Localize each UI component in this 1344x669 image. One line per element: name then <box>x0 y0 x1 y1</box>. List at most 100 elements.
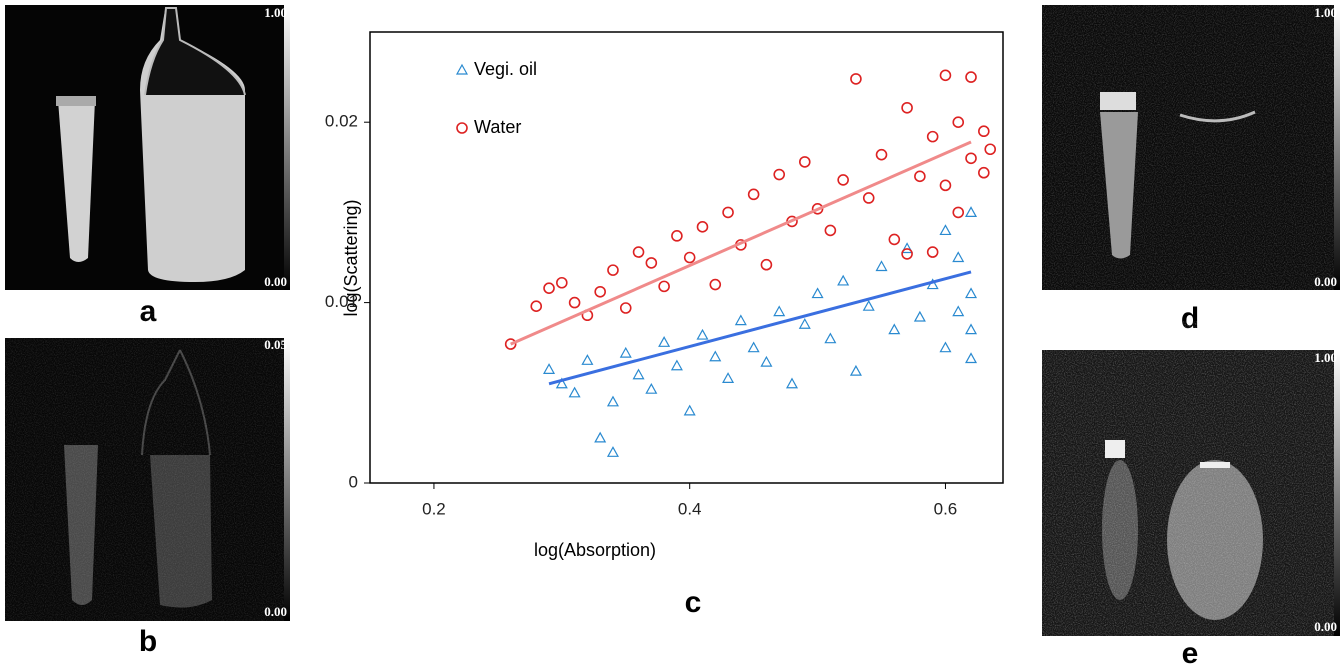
point <box>849 364 862 376</box>
point <box>850 73 862 85</box>
point <box>632 368 645 380</box>
colorbar-max: 1.00 <box>264 5 287 20</box>
panel-d: 1.00 0.00 d <box>1042 5 1340 335</box>
point <box>709 350 722 362</box>
trend-line <box>548 270 972 386</box>
point <box>555 377 568 389</box>
legend-label: Water <box>474 117 521 137</box>
colorbar-min: 0.00 <box>264 274 287 289</box>
point <box>913 310 926 322</box>
point <box>747 341 760 353</box>
point <box>722 372 735 383</box>
point <box>837 174 849 186</box>
point <box>978 166 990 179</box>
point <box>658 336 671 347</box>
point <box>901 101 913 114</box>
point <box>875 260 888 272</box>
point <box>543 363 556 374</box>
point <box>696 328 709 340</box>
point <box>773 305 786 317</box>
point <box>619 346 632 358</box>
point <box>747 188 760 201</box>
panel-label: d <box>1181 302 1199 335</box>
point <box>824 224 837 237</box>
point <box>965 323 978 335</box>
point <box>568 296 581 309</box>
point <box>952 116 965 128</box>
panel-a: 1.00 0.00 a <box>5 5 290 328</box>
y-tick-label: 0.02 <box>325 112 358 131</box>
point <box>939 224 952 236</box>
point <box>722 206 734 219</box>
point <box>965 71 977 83</box>
point <box>683 251 696 264</box>
point <box>811 287 824 299</box>
point <box>984 143 997 156</box>
point <box>645 257 658 269</box>
point <box>875 148 888 161</box>
point <box>914 170 926 183</box>
point <box>901 242 914 254</box>
point <box>965 352 978 364</box>
point <box>798 156 811 168</box>
point <box>862 192 875 204</box>
point <box>965 152 977 165</box>
point <box>952 305 965 317</box>
colorbar-max: 0.05 <box>264 337 287 352</box>
point <box>939 179 952 192</box>
x-axis-label: log(Absorption) <box>534 540 656 560</box>
point <box>568 386 581 398</box>
point <box>926 130 939 143</box>
x-tick-label: 0.6 <box>934 499 958 518</box>
panel-b: 0.05 0.00 b <box>5 337 290 658</box>
point <box>773 168 786 181</box>
point <box>619 302 632 314</box>
trend-line <box>510 140 972 346</box>
point <box>606 446 619 457</box>
point <box>594 285 606 298</box>
point <box>888 233 901 246</box>
point <box>926 246 939 258</box>
point <box>888 323 901 335</box>
scatter-chart: log(Absorption) log(Scattering) c 0.2 0.4… <box>325 31 1004 619</box>
y-axis-label: log(Scattering) <box>341 199 361 316</box>
point <box>952 251 965 263</box>
point <box>952 206 965 219</box>
point <box>658 280 670 293</box>
point <box>543 282 555 294</box>
point <box>504 338 517 350</box>
colorbar-max: 1.00 <box>1314 350 1337 365</box>
point <box>939 341 952 353</box>
x-tick-label: 0.2 <box>422 499 446 518</box>
point <box>785 377 799 389</box>
plot-frame <box>369 31 1004 484</box>
panel-label: c <box>685 586 702 619</box>
panel-label: e <box>1182 637 1199 669</box>
point <box>696 221 709 233</box>
point <box>594 431 607 443</box>
point <box>530 300 543 313</box>
point <box>824 332 837 344</box>
point <box>837 274 850 286</box>
point <box>965 206 978 217</box>
y-tick-label: 0 <box>349 472 358 491</box>
point <box>645 382 658 394</box>
panel-e: 1.00 0.00 e <box>1042 350 1340 669</box>
point <box>556 276 568 289</box>
point <box>709 278 722 291</box>
point <box>671 230 683 242</box>
point <box>798 318 811 329</box>
point <box>581 354 594 365</box>
panel-label: b <box>139 625 157 658</box>
point <box>862 299 875 311</box>
point <box>939 69 952 82</box>
colorbar-min: 0.00 <box>1314 619 1337 634</box>
point <box>607 264 619 276</box>
point <box>632 246 645 258</box>
point <box>734 314 747 326</box>
point <box>670 359 683 371</box>
legend-label: Vegi. oil <box>474 59 537 79</box>
colorbar-max: 1.00 <box>1314 5 1337 20</box>
legend-marker <box>456 122 468 134</box>
